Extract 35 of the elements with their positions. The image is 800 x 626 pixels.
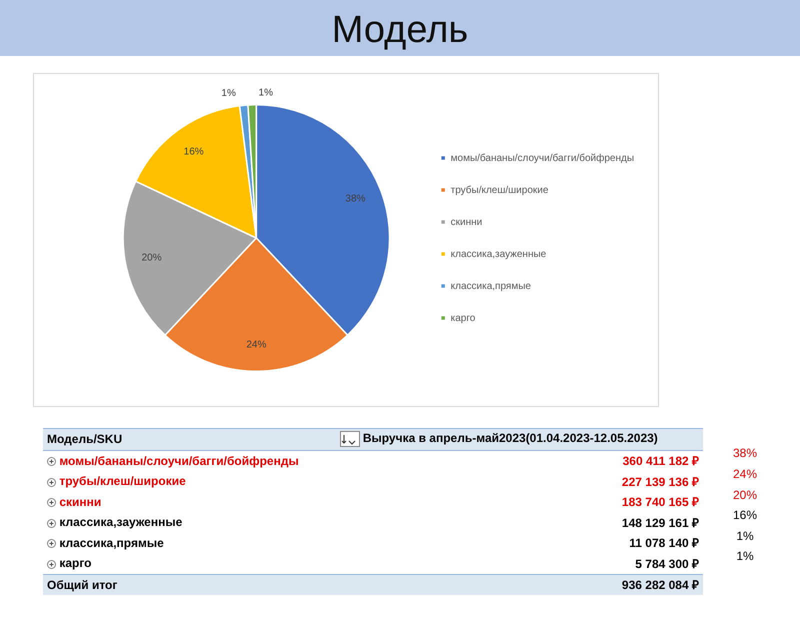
data-label: 1%	[258, 88, 274, 99]
text: 1%	[736, 549, 754, 563]
legend-label: скинни	[450, 216, 482, 228]
text: 1%	[736, 528, 754, 542]
text: Выручка в апрель-май2023(01.04.2023-12.05.2023)	[336, 428, 703, 450]
text: 16%	[732, 508, 758, 522]
category-label: классика,прямые	[59, 536, 164, 550]
category-label: момы/бананы/слоучи/багги/бойфренды	[59, 454, 299, 468]
text: 227 139 136 ₽	[620, 474, 700, 491]
category-label: карго	[59, 556, 92, 570]
data-label: 1%	[221, 88, 236, 100]
text: 936 282 084 ₽	[336, 574, 703, 595]
data-label: 16%	[184, 146, 204, 158]
category-label: скинни	[59, 494, 102, 509]
legend-label: трубы/клеш/широкие	[450, 184, 549, 196]
data-label: 20%	[142, 252, 162, 264]
text: 183 740 165 ₽	[620, 494, 700, 512]
text: 148 129 161 ₽	[620, 514, 700, 532]
text: Общий итог	[43, 574, 336, 595]
text: 360 411 182 ₽	[622, 453, 700, 470]
text: 20%	[732, 488, 758, 502]
text: 38%	[732, 446, 758, 460]
legend-label: классика,зауженные	[450, 248, 547, 260]
legend-label: момы/бананы/слоучи/багги/бойфренды	[450, 152, 634, 164]
data-label: 38%	[345, 194, 366, 205]
text: Модель/SKU	[43, 428, 336, 450]
legend-label: классика,прямые	[450, 280, 532, 292]
text: 11 078 140 ₽	[628, 535, 700, 552]
data-label: 24%	[246, 339, 266, 350]
text: 5 784 300 ₽	[634, 556, 700, 573]
legend-label: карго	[450, 312, 476, 324]
chart-title: Модель	[0, 0, 800, 56]
text: 24%	[732, 467, 758, 481]
slice-label: трубы/клеш/широкие	[58, 473, 187, 490]
category-label: классика,зауженные	[59, 515, 182, 530]
